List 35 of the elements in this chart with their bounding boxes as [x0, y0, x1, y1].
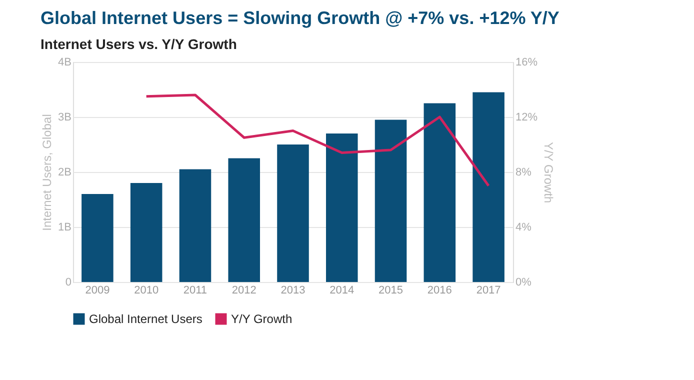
legend-label: Y/Y Growth	[231, 312, 292, 326]
bar	[374, 120, 407, 282]
x-tick-label: 2009	[85, 284, 110, 296]
x-tick-label: 2011	[183, 284, 208, 296]
y2-tick-label: 4%	[516, 222, 532, 234]
y2-tick-label: 0%	[516, 276, 532, 288]
bar	[179, 169, 212, 282]
bar	[326, 134, 358, 282]
bar	[424, 103, 456, 282]
chart-subtitle: Internet Users vs. Y/Y Growth	[40, 36, 237, 52]
y2-tick-label: 16%	[516, 56, 538, 68]
chart-title: Global Internet Users = Slowing Growth @ +7% vs. +12% Y/Y	[40, 8, 560, 28]
y2-tick-label: 8%	[516, 166, 532, 178]
bar	[130, 183, 162, 282]
bar	[82, 194, 114, 282]
bar	[228, 158, 260, 282]
y-tick-label: 1B	[58, 222, 72, 234]
x-tick-label: 2010	[134, 284, 159, 296]
y-tick-label: 0	[65, 276, 72, 288]
bar	[472, 92, 504, 282]
y-tick-label: 2B	[58, 166, 72, 178]
x-tick-label: 2013	[280, 284, 306, 296]
x-tick-label: 2012	[232, 284, 256, 296]
x-tick-label: 2017	[476, 284, 501, 296]
y2-tick-label: 12%	[516, 112, 538, 124]
line-series	[145, 94, 490, 187]
x-tick-label: 2015	[378, 284, 404, 296]
x-tick-label: 2016	[427, 284, 452, 296]
x-tick-label: 2014	[330, 284, 354, 296]
y-tick-label: 3B	[58, 112, 72, 124]
y-tick-label: 4B	[58, 56, 72, 68]
y-axis-title: Internet Users, Global	[40, 114, 54, 231]
legend-label: Global Internet Users	[89, 312, 202, 326]
bar	[277, 144, 309, 282]
y2-axis-title: Y/Y Growth	[542, 142, 556, 204]
